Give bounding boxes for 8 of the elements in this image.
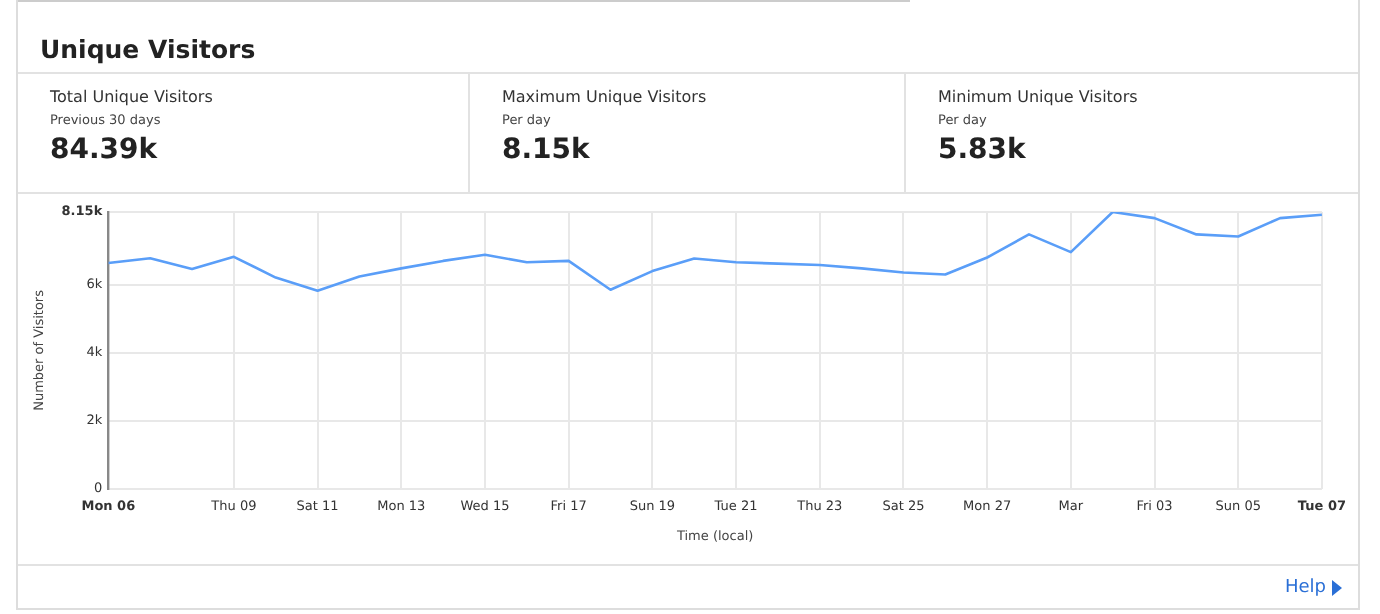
text: 8.15k [502,134,592,166]
text: 84.39k [50,134,160,166]
text: Help [1284,578,1326,598]
chart-title: Unique Visitors [40,34,256,64]
text: 5.83k [938,134,1028,166]
text: Minimum Unique Visitors [938,88,1140,106]
text: Maximum Unique Visitors [502,88,709,106]
text: Total Unique Visitors [50,88,215,106]
